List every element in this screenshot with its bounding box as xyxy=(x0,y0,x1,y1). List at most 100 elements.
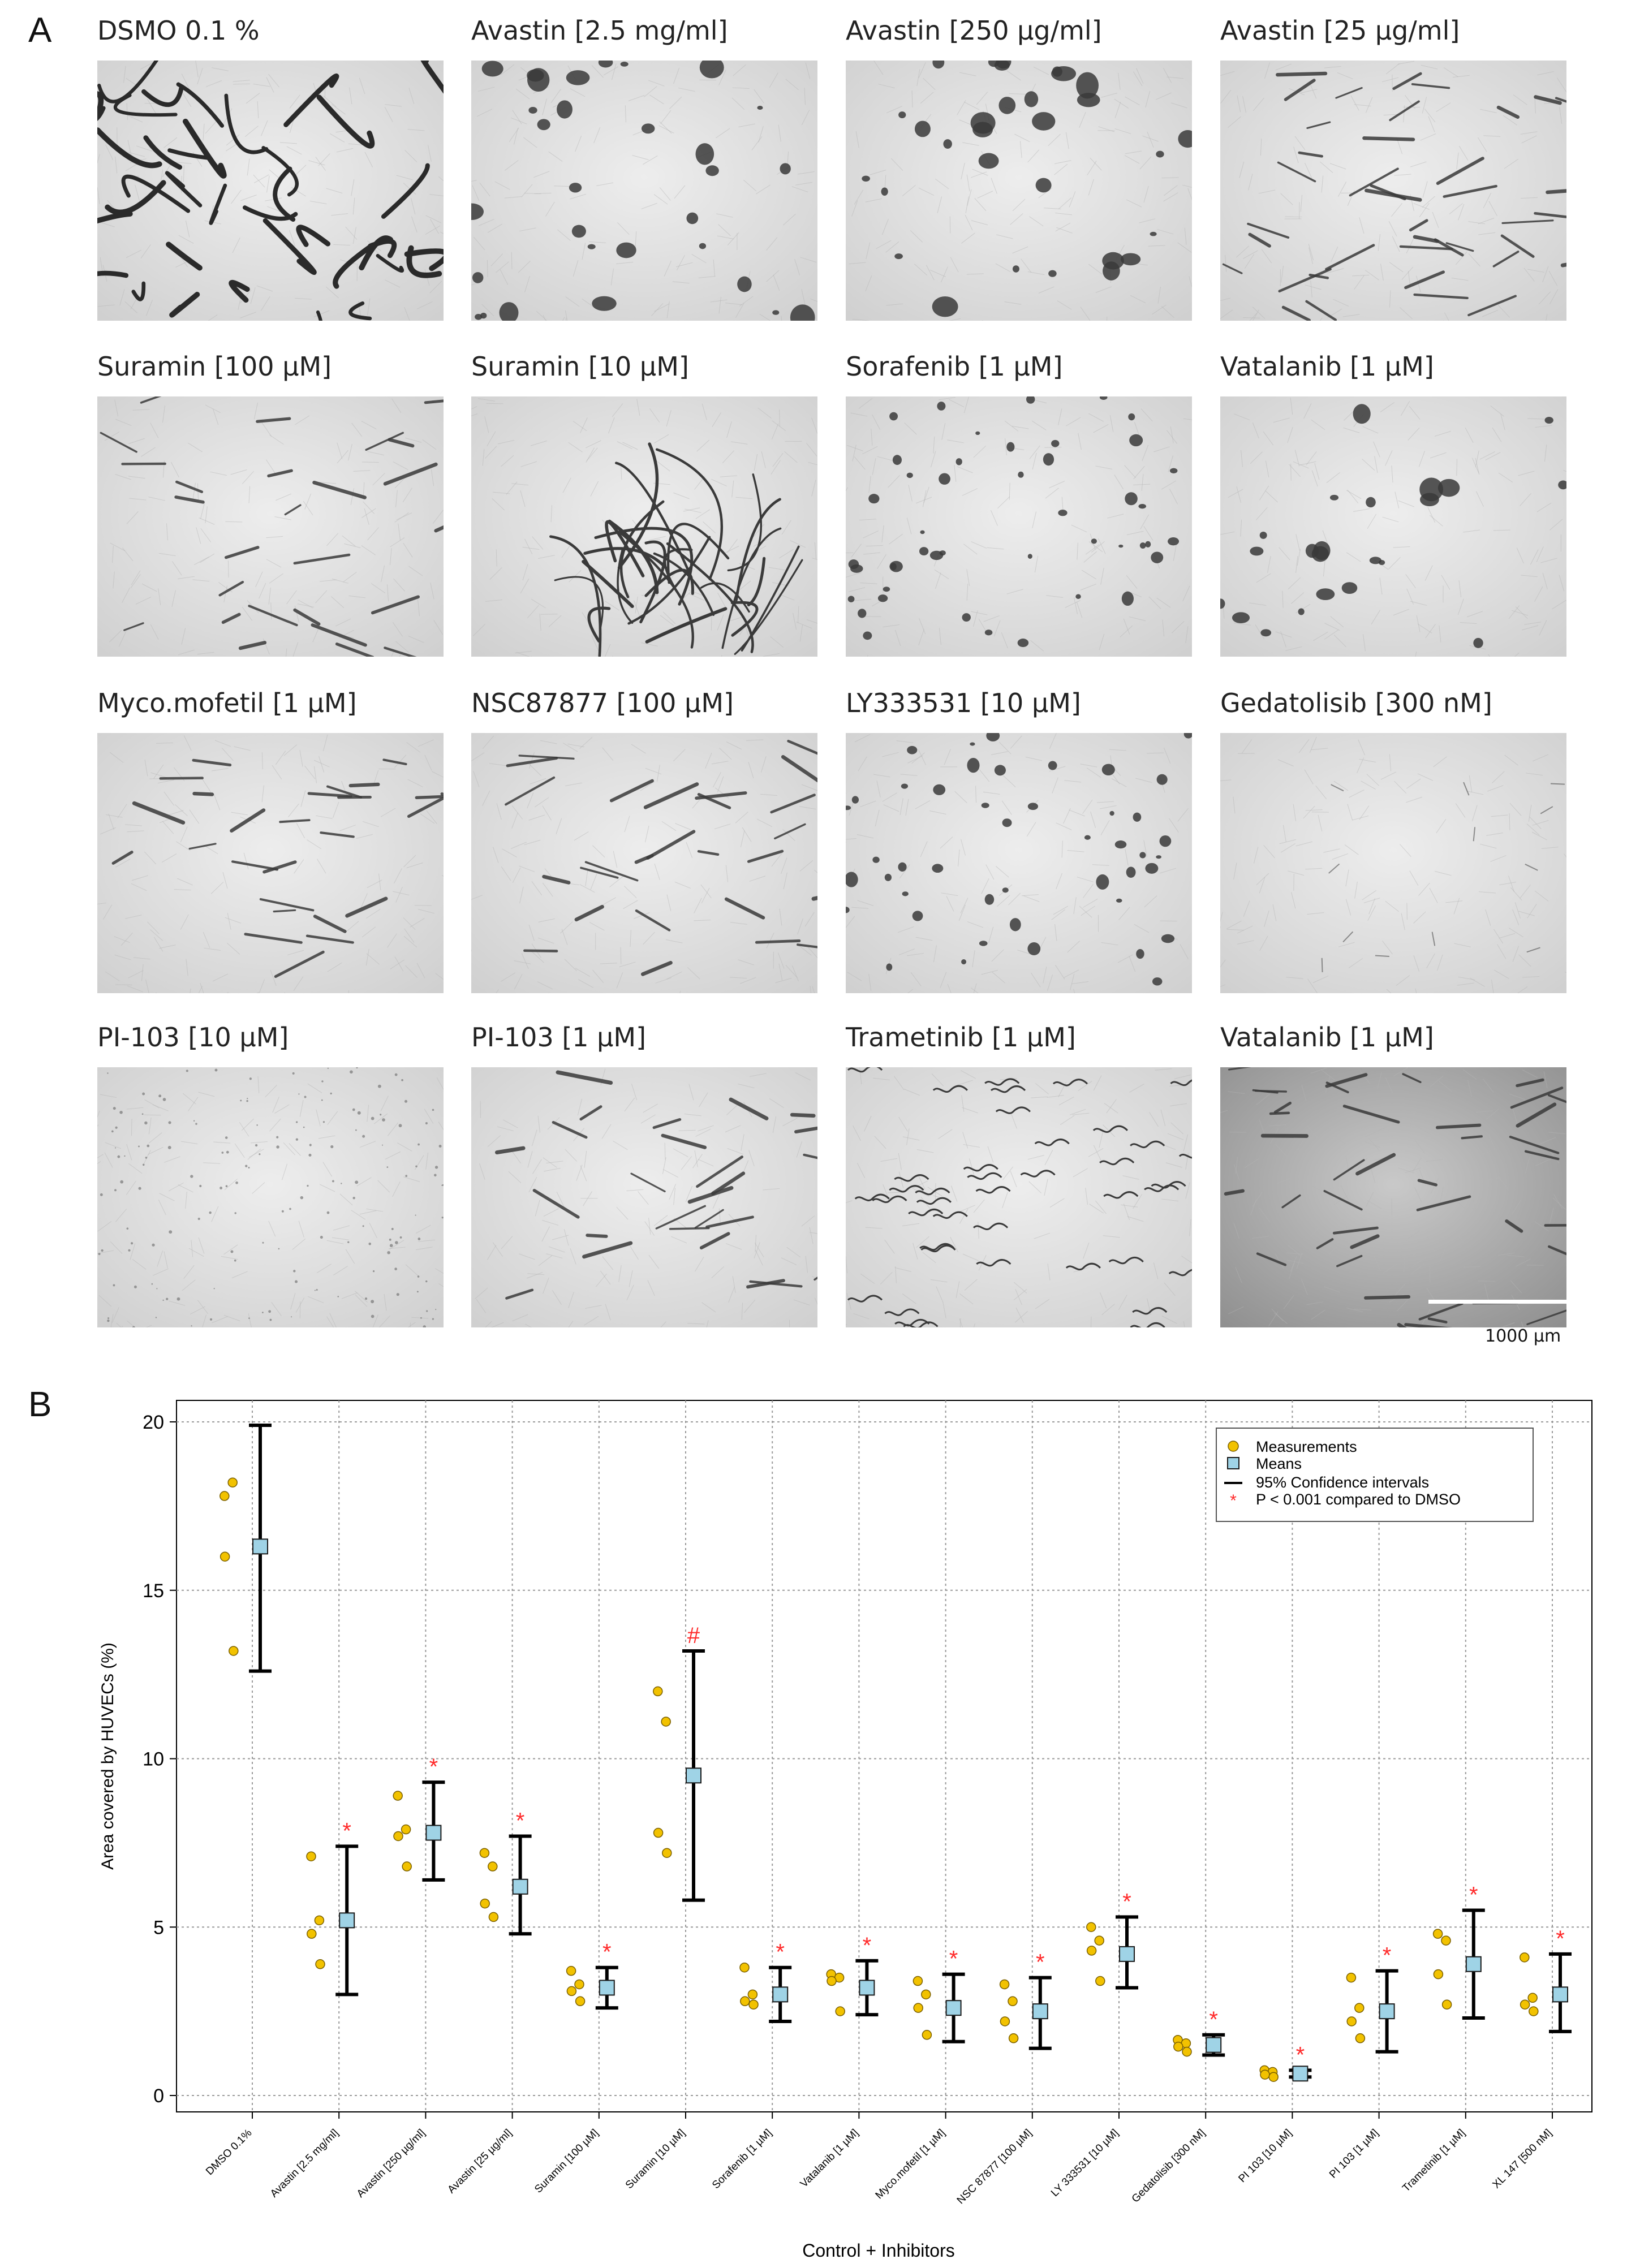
micrograph-title: DSMO 0.1 % xyxy=(97,15,260,46)
significance-marker: * xyxy=(516,1808,525,1833)
significance-marker: * xyxy=(1556,1926,1565,1951)
measurement-point xyxy=(1086,1946,1097,1956)
mean-marker xyxy=(1119,1946,1135,1962)
mean-marker xyxy=(1379,2003,1395,2020)
mean-marker xyxy=(1032,2003,1048,2020)
x-tick-label: Avastin [250 µg/ml] xyxy=(355,2127,428,2200)
measurement-point xyxy=(662,1848,672,1858)
micrograph-image xyxy=(1220,396,1566,657)
micrograph-title: LY333531 [10 µM] xyxy=(846,688,1081,718)
micrograph-title: Vatalanib [1 µM] xyxy=(1220,1022,1434,1053)
y-tick-label: 10 xyxy=(143,1749,164,1770)
mean-marker xyxy=(1465,1956,1482,1972)
measurement-point xyxy=(314,1915,325,1926)
mean-marker xyxy=(859,1980,875,1996)
significance-marker: * xyxy=(776,1940,785,1965)
measurement-point xyxy=(1355,2033,1366,2043)
micrograph-title: Vatalanib [1 µM] xyxy=(1220,351,1434,382)
measurement-point xyxy=(747,1989,758,2000)
mean-marker xyxy=(339,1912,355,1929)
legend-signif-swatch: * xyxy=(1230,1491,1237,1510)
micrograph-title: Avastin [2.5 mg/ml] xyxy=(471,15,728,46)
measurement-point xyxy=(479,1848,490,1858)
micrograph-image xyxy=(846,1067,1192,1327)
x-tick-label: Sorafenib [1 µM] xyxy=(710,2127,774,2192)
measurement-point xyxy=(566,1986,577,1997)
measurement-point xyxy=(1182,2046,1192,2057)
legend-means-label: Means xyxy=(1256,1455,1302,1472)
measurement-point xyxy=(1432,1929,1443,1939)
mean-marker xyxy=(425,1825,442,1841)
measurement-point xyxy=(227,1477,238,1487)
scale-bar-label: 1000 µm xyxy=(1485,1326,1561,1346)
significance-marker: * xyxy=(949,1947,958,1972)
measurement-point xyxy=(229,1646,239,1656)
micrograph-image xyxy=(1220,733,1566,993)
significance-marker: * xyxy=(1469,1882,1478,1907)
legend-box xyxy=(1216,1428,1534,1522)
measurement-point xyxy=(653,1686,663,1697)
measurement-point xyxy=(1008,1996,1018,2007)
x-tick-label: Avastin [2.5 mg/ml] xyxy=(268,2127,341,2200)
mean-marker xyxy=(1292,2066,1309,2082)
x-tick-label: Gedatolisib [300 nM] xyxy=(1130,2127,1208,2205)
mean-marker xyxy=(945,2000,962,2016)
significance-marker: * xyxy=(1122,1889,1131,1914)
micrograph-image xyxy=(97,733,444,993)
x-tick-label: PI 103 [1 µM] xyxy=(1327,2127,1381,2181)
measurement-point xyxy=(401,1824,411,1835)
micrograph-image xyxy=(1220,1067,1566,1327)
measurement-point xyxy=(1441,1999,1452,2010)
mean-marker xyxy=(252,1538,268,1555)
significance-marker: * xyxy=(863,1933,872,1958)
measurement-point xyxy=(653,1827,664,1838)
x-tick-label: PI 103 [10 µM] xyxy=(1236,2127,1294,2185)
y-tick-label: 0 xyxy=(153,2085,164,2107)
measurement-point xyxy=(1520,1999,1530,2010)
x-tick-label: Suramin [10 µM] xyxy=(623,2127,688,2192)
x-tick-label: Trametinib [1 µM] xyxy=(1400,2127,1467,2194)
micrograph-title: Suramin [100 µM] xyxy=(97,351,332,382)
micrograph-image xyxy=(97,396,444,657)
y-axis-title: Area covered by HUVECs (%) xyxy=(98,1642,117,1870)
measurement-point xyxy=(739,1962,750,1973)
micrograph-title: Avastin [25 µg/ml] xyxy=(1220,15,1460,46)
significance-marker: # xyxy=(687,1623,700,1648)
micrograph-image xyxy=(846,396,1192,657)
measurement-point xyxy=(1346,1972,1357,1983)
measurement-point xyxy=(1529,2006,1539,2016)
measurement-point xyxy=(1095,1976,1105,1986)
mean-marker xyxy=(1206,2037,1222,2053)
micrograph-title: Gedatolisib [300 nM] xyxy=(1220,688,1492,718)
micrograph-image xyxy=(97,61,444,321)
micrograph-title: Sorafenib [1 µM] xyxy=(846,351,1063,382)
measurement-point xyxy=(574,1979,584,1990)
mean-marker xyxy=(772,1986,789,2003)
measurement-point xyxy=(1346,2016,1357,2026)
measurement-point xyxy=(1260,2069,1270,2080)
micrograph-title: PI-103 [1 µM] xyxy=(471,1022,647,1053)
x-tick-label: Vatalanib [1 µM] xyxy=(798,2127,861,2190)
micrograph-title: NSC87877 [100 µM] xyxy=(471,688,734,718)
legend-measurements-label: Measurements xyxy=(1256,1438,1357,1455)
measurement-point xyxy=(402,1861,412,1872)
measurement-point xyxy=(1433,1969,1444,1980)
legend-mean-swatch xyxy=(1227,1457,1239,1469)
measurement-point xyxy=(740,1996,750,2007)
micrograph-image xyxy=(1220,61,1566,321)
x-tick-label: DMSO 0.1% xyxy=(204,2127,255,2178)
x-tick-label: LY 333531 [10 µM] xyxy=(1049,2127,1121,2199)
measurement-point xyxy=(922,2030,932,2040)
significance-marker: * xyxy=(1036,1950,1045,1975)
micrograph-image xyxy=(97,1067,444,1327)
panel-b-label: B xyxy=(28,1385,52,1424)
micrograph-title: Myco.mofetil [1 µM] xyxy=(97,688,357,718)
y-tick-label: 5 xyxy=(153,1917,164,1938)
micrograph-title: Avastin [250 µg/ml] xyxy=(846,15,1102,46)
panel-a-label: A xyxy=(28,11,52,50)
x-tick-label: Myco.mofetil [1 µM] xyxy=(873,2127,948,2202)
significance-marker: * xyxy=(602,1940,612,1965)
mean-marker xyxy=(599,1980,615,1996)
measurement-point xyxy=(835,2006,845,2016)
measurement-point xyxy=(393,1831,403,1842)
